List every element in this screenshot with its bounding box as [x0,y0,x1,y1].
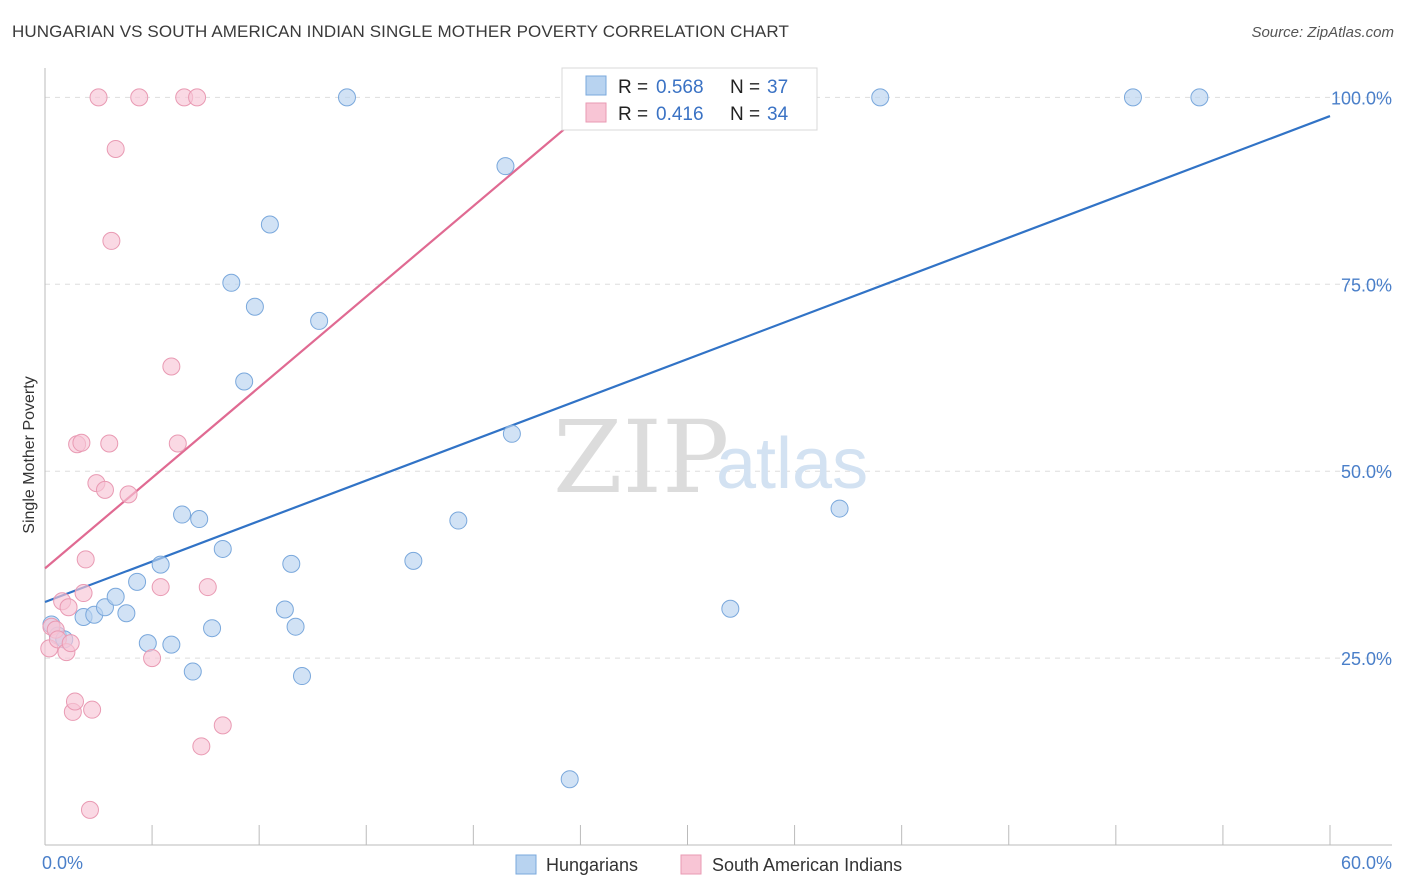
watermark-zip: ZIP [553,399,729,516]
legend-r-value: 0.416 [656,104,704,125]
point-hungarians [1123,88,1142,107]
source-credit: Source: ZipAtlas.com [1251,24,1394,41]
point-sai [106,139,125,158]
trend-lines [44,96,1331,604]
point-hungarians [138,634,157,653]
y-tick-label: 50.0% [1341,462,1392,482]
point-sai [72,433,91,452]
point-hungarians [183,662,202,681]
point-hungarians [560,770,579,789]
point-sai [83,700,102,719]
point-hungarians [190,510,209,529]
point-sai [213,716,232,735]
point-sai [102,231,121,250]
trend-line-sai [44,96,603,570]
grid-lines [45,96,1392,659]
point-hungarians [222,273,241,292]
point-sai [192,737,211,756]
point-sai [65,692,84,711]
series-legend: Hungarians South American Indians [515,854,902,875]
point-hungarians [282,554,301,573]
point-hungarians [203,619,222,638]
legend-swatch-sai [680,854,702,875]
point-hungarians [310,311,329,330]
point-hungarians [151,555,170,574]
legend-series-name: South American Indians [712,855,902,875]
point-hungarians [1190,88,1209,107]
y-tick-label: 25.0% [1341,649,1392,669]
y-tick-label: 75.0% [1341,275,1392,295]
point-hungarians [106,587,125,606]
legend-r-value: 0.568 [656,77,704,98]
x-tick-label: 60.0% [1341,853,1392,873]
point-sai [80,800,99,819]
point-sai [95,480,114,499]
point-hungarians [245,297,264,316]
point-hungarians [213,539,232,558]
point-sai [61,634,80,653]
point-hungarians [502,424,521,443]
data-points [40,88,1209,819]
x-tick-label: 0.0% [42,853,83,873]
legend-n-label: N = [730,104,760,125]
stats-legend: R = 0.568 N = 37 R = 0.416 N = 34 [561,67,818,131]
point-hungarians [260,215,279,234]
point-sai [188,88,207,107]
legend-n-label: N = [730,77,760,98]
point-sai [100,434,119,453]
point-sai [119,485,138,504]
point-sai [59,598,78,617]
legend-swatch-sai [585,102,607,123]
point-hungarians [275,600,294,619]
legend-swatch-hungarians [585,75,607,96]
point-sai [74,584,93,603]
watermark-atlas: atlas [716,424,868,504]
trend-line-hungarians [44,115,1331,604]
point-hungarians [162,635,181,654]
point-sai [76,550,95,569]
point-hungarians [721,599,740,618]
point-hungarians [128,572,147,591]
point-sai [130,88,149,107]
point-sai [198,578,217,597]
legend-swatch-hungarians [515,854,537,875]
point-hungarians [337,88,356,107]
legend-n-value: 37 [767,77,788,98]
tick-labels: 25.0% 50.0% 75.0% 100.0% 0.0% 60.0% [42,88,1392,873]
legend-r-label: R = [618,104,648,125]
legend-series-name: Hungarians [546,855,638,875]
chart-title: HUNGARIAN VS SOUTH AMERICAN INDIAN SINGL… [12,22,789,41]
y-axis-label: Single Mother Poverty [21,376,38,533]
point-sai [89,88,108,107]
legend-r-label: R = [618,77,648,98]
point-hungarians [871,88,890,107]
point-sai [151,578,170,597]
legend-n-value: 34 [767,104,789,125]
point-hungarians [496,157,515,176]
point-hungarians [117,604,136,623]
point-hungarians [173,505,192,524]
point-sai [168,434,187,453]
point-hungarians [830,499,849,518]
point-hungarians [286,617,305,636]
point-sai [143,649,162,668]
point-sai [162,357,181,376]
point-hungarians [404,551,423,570]
axes [44,68,1392,846]
point-hungarians [449,511,468,530]
y-tick-label: 100.0% [1331,88,1392,108]
watermark: ZIP atlas [553,399,868,516]
point-hungarians [235,372,254,391]
point-hungarians [293,667,311,686]
